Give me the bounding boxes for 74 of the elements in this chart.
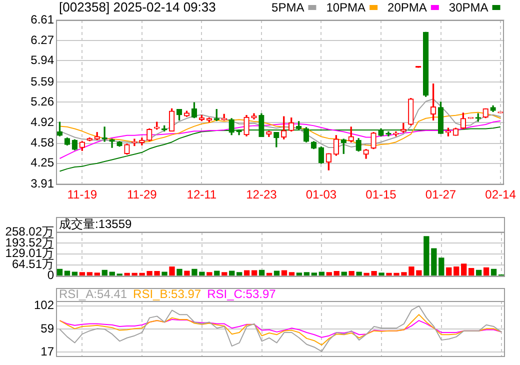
x-tick-label: 12-23 [246,188,278,202]
legend-label: 20PMA [388,0,427,14]
chart-title: 成交量:13559 [59,216,132,231]
x-tick-label: 11-19 [67,188,98,202]
bar [341,272,347,276]
bar [461,264,467,276]
legend-label: 5PMA [272,0,304,14]
y-tick-label: 17 [40,344,54,358]
series-label: RSI_C:53.97 [207,286,276,301]
x-tick-label: 02-14 [485,188,516,202]
bar [102,270,108,276]
bar [251,270,258,276]
bar [296,272,302,276]
y-tick-label: 5.94 [30,53,54,68]
bar [72,272,78,276]
bar [206,272,212,276]
y-tick-label: 5.59 [30,74,54,88]
bar [318,272,324,276]
bar [438,258,444,276]
y-tick-label: 4.58 [30,136,54,150]
bar [229,270,235,276]
bar [56,268,63,276]
x-tick-label: 11-29 [127,188,158,202]
x-tick-label: 01-03 [306,188,337,202]
bar [86,272,93,276]
y-tick-label: 59 [40,322,54,336]
bar [274,270,280,276]
bar [79,272,86,276]
bar [483,267,490,276]
bar [236,272,242,276]
bar [266,272,272,276]
bar [184,270,190,276]
bar [446,267,452,276]
x-tick-label: 01-15 [366,188,397,202]
bar [176,268,182,276]
chart-title: [002358] 2025-02-14 09:33 [59,0,216,15]
y-tick-label: 258.02万 [5,224,54,238]
x-tick-label: 12-11 [186,188,217,202]
bar [222,272,228,276]
bar [169,266,175,276]
bar [162,272,168,276]
text: RSI_A:54.41 [59,286,128,301]
bar [468,268,474,276]
y-tick-label: 6.61 [30,12,54,26]
bar [288,272,295,276]
bar [378,272,384,276]
bar [281,270,288,276]
bar [356,272,362,276]
bar [109,272,115,276]
bar [258,270,265,276]
y-tick-label: 3.91 [30,176,54,190]
bar [214,270,220,276]
bar [326,272,332,276]
bar [476,270,482,276]
bar [64,270,70,276]
bar [304,272,310,276]
bar [244,270,250,276]
y-tick-label: 102 [34,298,54,312]
bar [334,271,340,276]
candlestick [102,126,108,142]
y-tick-label: 5.26 [30,94,54,108]
bar [490,268,497,276]
bar [311,272,318,276]
bar [454,266,460,276]
y-tick-label: 4.25 [30,156,54,170]
y-tick-label: 6.27 [30,32,54,47]
y-tick-label: 4.92 [30,114,54,129]
series-label: RSI_B:53.97 [133,286,202,301]
legend-label: 30PMA [448,0,488,14]
bar [348,271,354,276]
x-tick-label: 01-27 [425,188,456,202]
legend-label: 10PMA [326,0,366,14]
bar [94,272,100,276]
candlestick [109,138,115,148]
